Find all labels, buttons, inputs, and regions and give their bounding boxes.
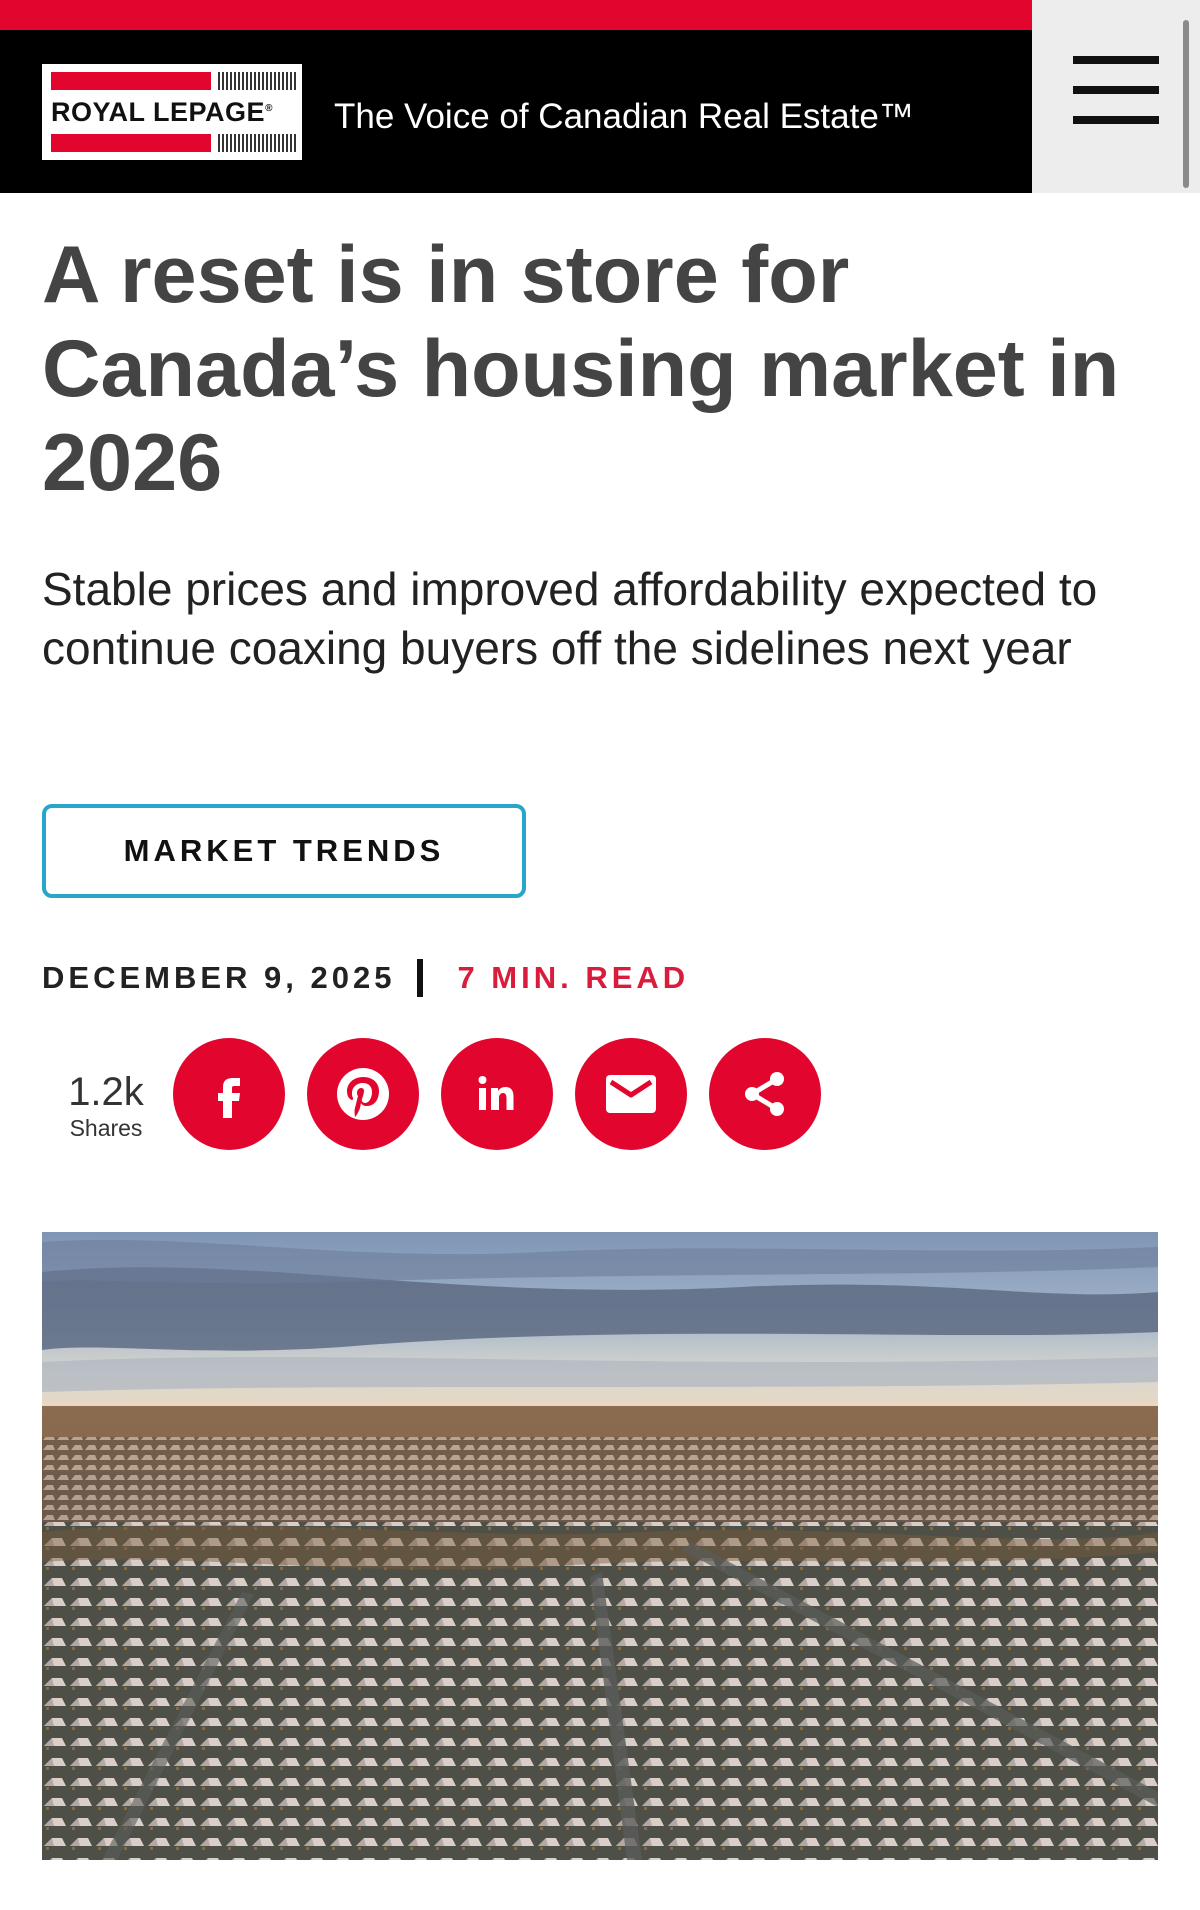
share-count: 1.2k Shares xyxy=(56,1070,156,1142)
hamburger-menu-icon[interactable] xyxy=(1073,56,1159,124)
pinterest-share-button[interactable] xyxy=(307,1038,419,1150)
logo-brand-text: ROYAL LEPAGE® xyxy=(51,97,273,127)
linkedin-share-button[interactable] xyxy=(441,1038,553,1150)
publish-date: DECEMBER 9, 2025 xyxy=(42,960,396,995)
royal-lepage-logo[interactable]: ROYAL LEPAGE® xyxy=(42,64,302,160)
logo-stripes-top xyxy=(218,72,296,90)
scrollbar[interactable] xyxy=(1183,20,1189,188)
menu-button[interactable] xyxy=(1032,0,1200,193)
meta-divider xyxy=(417,959,424,997)
read-time: 7 MIN. READ xyxy=(457,960,690,995)
category-tag-button[interactable]: MARKET TRENDS xyxy=(42,804,526,898)
share-count-value: 1.2k xyxy=(68,1070,144,1114)
email-icon xyxy=(606,1075,656,1113)
header-red-stripe xyxy=(0,0,1032,30)
article-meta: DECEMBER 9, 2025 7 MIN. READ xyxy=(42,958,689,998)
logo-red-bar-top xyxy=(51,72,211,90)
site-tagline: The Voice of Canadian Real Estate™ xyxy=(334,97,914,136)
more-share-button[interactable] xyxy=(709,1038,821,1150)
aerial-suburb-photo xyxy=(42,1232,1158,1860)
share-icon xyxy=(745,1072,784,1116)
article-title: A reset is in store for Canada’s housing… xyxy=(42,230,1120,508)
facebook-share-button[interactable] xyxy=(173,1038,285,1150)
email-share-button[interactable] xyxy=(575,1038,687,1150)
logo-stripes-bottom xyxy=(218,134,296,152)
linkedin-icon xyxy=(478,1076,514,1110)
logo-red-bar-bottom xyxy=(51,134,211,152)
share-count-label: Shares xyxy=(69,1115,143,1141)
pinterest-icon xyxy=(337,1068,389,1120)
article-subtitle: Stable prices and improved affordability… xyxy=(42,563,1098,674)
hero-image xyxy=(42,1232,1158,1860)
facebook-icon xyxy=(218,1078,240,1118)
